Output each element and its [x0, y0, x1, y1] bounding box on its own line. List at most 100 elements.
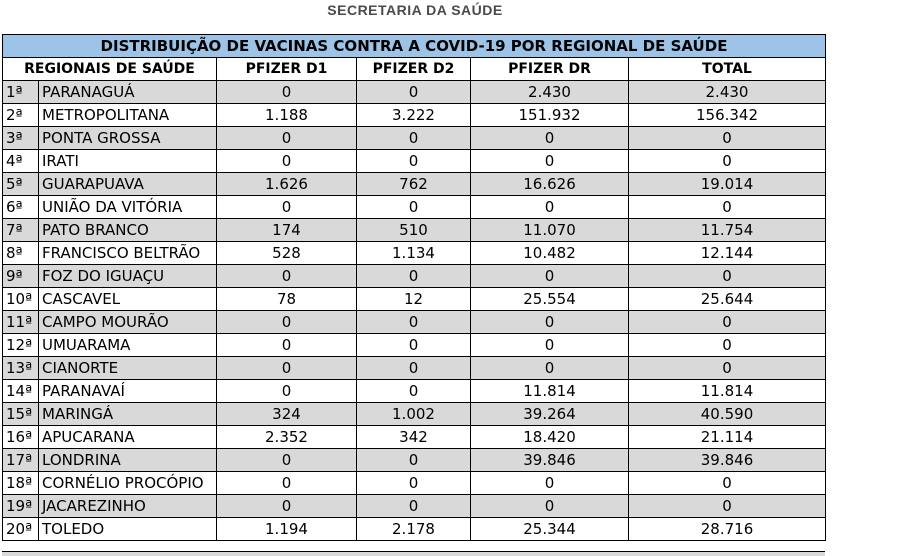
- column-header-pfizer-d1: PFIZER D1: [216, 57, 357, 81]
- pfizer-d2-value: 0: [356, 126, 471, 150]
- regional-number: 3ª: [2, 126, 39, 150]
- table-body: 1ª PARANAGUÁ 0 0 2.430 2.430 2ª METROPOLITANA 1.…: [2, 80, 826, 541]
- regional-name: GUARAPUAVA: [38, 172, 217, 196]
- pfizer-d1-value: 1.188: [216, 103, 357, 127]
- total-value: 0: [628, 356, 826, 380]
- pfizer-d2-value: 0: [356, 379, 471, 403]
- vaccine-distribution-table: DISTRIBUIÇÃO DE VACINAS CONTRA A COVID-1…: [2, 34, 826, 541]
- pfizer-d1-value: 0: [216, 80, 357, 104]
- total-value: 0: [628, 333, 826, 357]
- pfizer-dr-value: 0: [470, 494, 629, 518]
- pfizer-d1-value: 0: [216, 379, 357, 403]
- regional-number: 5ª: [2, 172, 39, 196]
- pfizer-d1-value: 2.352: [216, 425, 357, 449]
- regional-name: CIANORTE: [38, 356, 217, 380]
- pfizer-dr-value: 0: [470, 356, 629, 380]
- table-row: 9ª FOZ DO IGUAÇU 0 0 0 0: [2, 264, 826, 288]
- pfizer-d1-value: 0: [216, 126, 357, 150]
- regional-number: 12ª: [2, 333, 39, 357]
- pfizer-d1-value: 0: [216, 149, 357, 173]
- table-row: 16ª APUCARANA 2.352 342 18.420 21.114: [2, 425, 826, 449]
- table-row: 4ª IRATI 0 0 0 0: [2, 149, 826, 173]
- total-value: 0: [628, 126, 826, 150]
- regional-number: 9ª: [2, 264, 39, 288]
- table-title: DISTRIBUIÇÃO DE VACINAS CONTRA A COVID-1…: [2, 34, 826, 58]
- table-row: 5ª GUARAPUAVA 1.626 762 16.626 19.014: [2, 172, 826, 196]
- pfizer-d2-value: 0: [356, 448, 471, 472]
- pfizer-d1-value: 1.626: [216, 172, 357, 196]
- regional-name: TOLEDO: [38, 517, 217, 541]
- regional-number: 10ª: [2, 287, 39, 311]
- table-row: 15ª MARINGÁ 324 1.002 39.264 40.590: [2, 402, 826, 426]
- pfizer-d2-value: 0: [356, 264, 471, 288]
- pfizer-d2-value: 342: [356, 425, 471, 449]
- regional-number: 11ª: [2, 310, 39, 334]
- regional-number: 14ª: [2, 379, 39, 403]
- pfizer-d2-value: 0: [356, 149, 471, 173]
- total-value: 0: [628, 310, 826, 334]
- regional-number: 2ª: [2, 103, 39, 127]
- regional-number: 8ª: [2, 241, 39, 265]
- pfizer-dr-value: 0: [470, 471, 629, 495]
- pfizer-dr-value: 0: [470, 264, 629, 288]
- column-header-pfizer-d2: PFIZER D2: [356, 57, 471, 81]
- total-value: 11.814: [628, 379, 826, 403]
- regional-number: 18ª: [2, 471, 39, 495]
- regional-name: PARANAGUÁ: [38, 80, 217, 104]
- total-value: 0: [628, 195, 826, 219]
- pfizer-d2-value: 0: [356, 471, 471, 495]
- org-name: SECRETARIA DA SAÚDE: [327, 2, 503, 18]
- table-row: 17ª LONDRINA 0 0 39.846 39.846: [2, 448, 826, 472]
- column-header-total: TOTAL: [628, 57, 826, 81]
- pfizer-dr-value: 39.846: [470, 448, 629, 472]
- pfizer-dr-value: 25.554: [470, 287, 629, 311]
- total-value: 40.590: [628, 402, 826, 426]
- pfizer-d1-value: 0: [216, 264, 357, 288]
- regional-name: FRANCISCO BELTRÃO: [38, 241, 217, 265]
- pfizer-dr-value: 0: [470, 333, 629, 357]
- total-value: 0: [628, 264, 826, 288]
- total-value: 25.644: [628, 287, 826, 311]
- table-row: 12ª UMUARAMA 0 0 0 0: [2, 333, 826, 357]
- pfizer-dr-value: 10.482: [470, 241, 629, 265]
- table-row: 14ª PARANAVAÍ 0 0 11.814 11.814: [2, 379, 826, 403]
- regional-number: 7ª: [2, 218, 39, 242]
- pfizer-d2-value: 0: [356, 310, 471, 334]
- pfizer-dr-value: 2.430: [470, 80, 629, 104]
- pfizer-d1-value: 174: [216, 218, 357, 242]
- regional-name: FOZ DO IGUAÇU: [38, 264, 217, 288]
- regional-number: 4ª: [2, 149, 39, 173]
- regional-name: METROPOLITANA: [38, 103, 217, 127]
- pfizer-dr-value: 11.070: [470, 218, 629, 242]
- table-row: 18ª CORNÉLIO PROCÓPIO 0 0 0 0: [2, 471, 826, 495]
- table-row: 3ª PONTA GROSSA 0 0 0 0: [2, 126, 826, 150]
- page-header: SECRETARIA DA SAÚDE: [0, 0, 830, 30]
- regional-number: 17ª: [2, 448, 39, 472]
- table-row: 2ª METROPOLITANA 1.188 3.222 151.932 156.342: [2, 103, 826, 127]
- pfizer-dr-value: 39.264: [470, 402, 629, 426]
- regional-name: UNIÃO DA VITÓRIA: [38, 195, 217, 219]
- table-row: 7ª PATO BRANCO 174 510 11.070 11.754: [2, 218, 826, 242]
- pfizer-dr-value: 0: [470, 195, 629, 219]
- pfizer-d1-value: 0: [216, 333, 357, 357]
- total-value: 39.846: [628, 448, 826, 472]
- pfizer-d1-value: 324: [216, 402, 357, 426]
- pfizer-d2-value: 3.222: [356, 103, 471, 127]
- table-row: 13ª CIANORTE 0 0 0 0: [2, 356, 826, 380]
- column-header-regional: REGIONAIS DE SAÚDE: [2, 57, 217, 81]
- pfizer-dr-value: 0: [470, 310, 629, 334]
- pfizer-d1-value: 0: [216, 356, 357, 380]
- pfizer-d1-value: 0: [216, 195, 357, 219]
- regional-number: 15ª: [2, 402, 39, 426]
- total-value: 28.716: [628, 517, 826, 541]
- regional-number: 16ª: [2, 425, 39, 449]
- total-value: 156.342: [628, 103, 826, 127]
- regional-name: PARANAVAÍ: [38, 379, 217, 403]
- table-row: 6ª UNIÃO DA VITÓRIA 0 0 0 0: [2, 195, 826, 219]
- pfizer-d1-value: 0: [216, 448, 357, 472]
- pfizer-d1-value: 528: [216, 241, 357, 265]
- pfizer-d2-value: 0: [356, 333, 471, 357]
- column-header-pfizer-dr: PFIZER DR: [470, 57, 629, 81]
- regional-name: CORNÉLIO PROCÓPIO: [38, 471, 217, 495]
- regional-number: 19ª: [2, 494, 39, 518]
